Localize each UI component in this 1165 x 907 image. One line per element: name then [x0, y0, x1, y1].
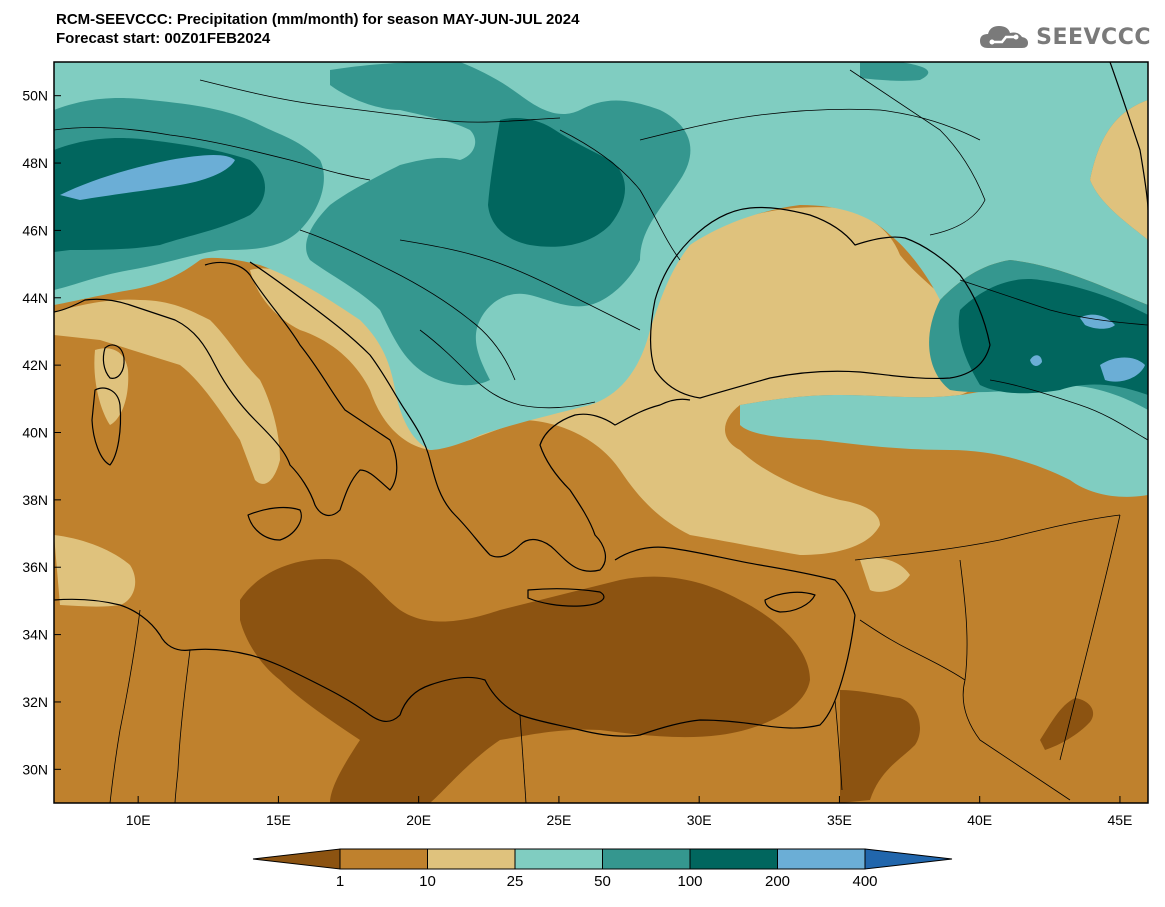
- border-caucasus: [959, 279, 1148, 326]
- y-tick-label: 34N: [22, 627, 48, 643]
- x-tick-label: 15E: [266, 812, 291, 828]
- coastline-cyprus: [764, 591, 816, 613]
- border-russia-ukraine: [849, 69, 986, 236]
- colorbar-label: 200: [765, 873, 790, 890]
- border-libya-tunisia: [174, 649, 191, 803]
- region-tan-islands: [54, 348, 136, 607]
- x-tick-label: 25E: [546, 812, 571, 828]
- x-tick-label: 20E: [406, 812, 431, 828]
- border-syria-iraq: [959, 559, 1071, 801]
- border-jordan: [859, 619, 966, 681]
- coastline-sicily: [247, 506, 302, 541]
- coastline-italy: [54, 261, 398, 517]
- region-darkteal-north: [54, 118, 1148, 395]
- region-teal-north: [54, 62, 1148, 410]
- y-tick-label: 48N: [22, 155, 48, 171]
- title-block: RCM-SEEVCCC: Precipitation (mm/month) fo…: [56, 10, 579, 48]
- border-central-europe: [199, 79, 561, 123]
- region-tan-levant: [860, 100, 1148, 592]
- colorbar-swatch: [777, 848, 866, 870]
- x-tick-label: 10E: [126, 812, 151, 828]
- border-balkans-1: [299, 229, 516, 381]
- y-tick-label: 42N: [22, 357, 48, 373]
- logo: SEEVCCC: [978, 22, 1151, 52]
- border-turkey-east: [989, 379, 1148, 441]
- logo-text: SEEVCCC: [1036, 24, 1151, 50]
- region-brown-south-west: [240, 559, 810, 803]
- coastline-crete: [527, 588, 605, 607]
- y-axis: 50N 48N 46N 44N 42N 40N 38N 36N 34N 32N 30N: [22, 88, 61, 777]
- y-tick-label: 50N: [22, 88, 48, 104]
- colorbar-swatch: [602, 848, 691, 870]
- colorbar-label: 1: [336, 873, 344, 890]
- x-tick-label: 40E: [967, 812, 992, 828]
- colorbar-label: 25: [507, 873, 524, 890]
- y-tick-label: 40N: [22, 425, 48, 441]
- colorbar-label: 400: [852, 873, 877, 890]
- coastline-black-sea: [649, 206, 991, 399]
- coastline-corsica: [102, 344, 125, 379]
- colorbar-label: 10: [419, 873, 436, 890]
- x-axis: 10E 15E 20E 25E 30E 35E 40E 45E: [126, 796, 1132, 828]
- coastline-levant-egypt: [54, 598, 856, 737]
- border-balkans-3: [419, 329, 596, 409]
- colorbar-label: 100: [677, 873, 702, 890]
- region-tan-north: [54, 207, 991, 555]
- country-borders: [54, 69, 1148, 803]
- border-iraq: [1059, 514, 1121, 761]
- y-tick-label: 38N: [22, 492, 48, 508]
- colorbar-label: 50: [594, 873, 611, 890]
- border-egypt-libya: [519, 714, 527, 803]
- coastline-adriatic-east: [249, 261, 521, 558]
- cloud-logo-icon: [980, 26, 1029, 48]
- border-alps: [54, 127, 371, 181]
- x-tick-label: 45E: [1107, 812, 1132, 828]
- region-brown-spot-iraq: [1040, 698, 1094, 750]
- coastline-caspian: [1109, 62, 1148, 211]
- x-tick-label: 35E: [827, 812, 852, 828]
- y-tick-label: 46N: [22, 222, 48, 238]
- coastlines: [54, 62, 1148, 737]
- region-brown-east: [840, 690, 920, 803]
- colorbar-swatch: [339, 848, 428, 870]
- y-tick-label: 30N: [22, 761, 48, 777]
- coastline-turkey-south: [614, 546, 856, 616]
- y-tick-label: 36N: [22, 559, 48, 575]
- coastline-greece-aegean: [519, 398, 691, 572]
- region-blue-alps: [60, 155, 235, 200]
- precipitation-field: [54, 62, 1148, 803]
- colorbar-swatch: [427, 848, 516, 870]
- border-algeria-tunisia: [109, 609, 141, 803]
- coastline-sardinia: [91, 387, 122, 466]
- colorbar-swatch-max: [864, 848, 953, 870]
- x-tick-label: 30E: [687, 812, 712, 828]
- colorbar-swatch: [689, 848, 778, 870]
- colorbar-swatch-min: [252, 848, 341, 870]
- border-turkey-syria: [854, 514, 1121, 561]
- map-title: RCM-SEEVCCC: Precipitation (mm/month) fo…: [56, 11, 580, 28]
- y-tick-label: 32N: [22, 694, 48, 710]
- map-subtitle: Forecast start: 00Z01FEB2024: [56, 30, 271, 47]
- y-tick-label: 44N: [22, 290, 48, 306]
- colorbar: 1 10 25 50 100 200 400: [252, 848, 953, 890]
- border-egypt-israel: [834, 699, 843, 791]
- region-blue-caucasus: [1030, 314, 1145, 382]
- border-ukraine: [639, 108, 981, 141]
- border-romania: [559, 129, 681, 261]
- border-balkans-2: [399, 239, 641, 331]
- colorbar-swatch: [514, 848, 603, 870]
